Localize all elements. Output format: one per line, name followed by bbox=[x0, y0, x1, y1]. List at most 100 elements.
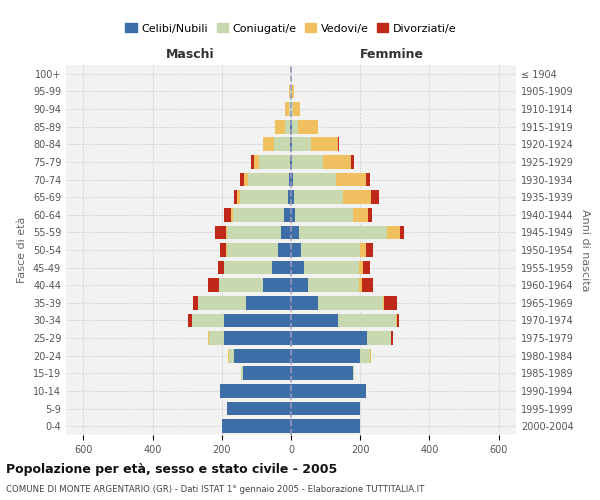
Bar bbox=[359, 243, 366, 257]
Bar bbox=[367, 172, 370, 186]
Bar bbox=[263, 138, 274, 151]
Bar bbox=[362, 278, 373, 292]
Bar bbox=[359, 278, 362, 292]
Bar bbox=[367, 331, 391, 345]
Bar bbox=[291, 208, 295, 222]
Bar bbox=[336, 172, 367, 186]
Bar bbox=[360, 349, 370, 362]
Bar bbox=[290, 120, 291, 134]
Bar bbox=[248, 172, 289, 186]
Bar bbox=[254, 155, 259, 169]
Bar bbox=[222, 420, 291, 433]
Bar bbox=[224, 260, 272, 274]
Bar bbox=[208, 331, 209, 345]
Bar bbox=[240, 190, 287, 204]
Bar bbox=[338, 138, 340, 151]
Bar bbox=[246, 296, 291, 310]
Bar bbox=[259, 155, 290, 169]
Bar bbox=[208, 278, 218, 292]
Bar bbox=[218, 260, 224, 274]
Bar bbox=[291, 384, 367, 398]
Bar bbox=[275, 120, 285, 134]
Bar bbox=[219, 278, 263, 292]
Bar bbox=[244, 172, 248, 186]
Bar bbox=[291, 172, 293, 186]
Text: Popolazione per età, sesso e stato civile - 2005: Popolazione per età, sesso e stato civil… bbox=[6, 462, 337, 475]
Bar bbox=[351, 155, 353, 169]
Bar bbox=[384, 296, 397, 310]
Bar bbox=[366, 243, 373, 257]
Bar bbox=[353, 366, 355, 380]
Bar bbox=[233, 190, 237, 204]
Bar bbox=[291, 420, 360, 433]
Bar bbox=[272, 260, 291, 274]
Bar bbox=[291, 260, 304, 274]
Bar bbox=[223, 314, 291, 328]
Bar bbox=[289, 172, 291, 186]
Bar bbox=[383, 296, 384, 310]
Bar bbox=[228, 349, 229, 362]
Bar bbox=[227, 243, 278, 257]
Bar bbox=[291, 296, 318, 310]
Bar bbox=[293, 172, 336, 186]
Bar bbox=[295, 208, 353, 222]
Bar bbox=[191, 314, 193, 328]
Bar bbox=[227, 402, 291, 415]
Bar bbox=[291, 402, 359, 415]
Bar bbox=[233, 208, 284, 222]
Bar bbox=[291, 155, 292, 169]
Bar bbox=[285, 102, 289, 116]
Bar bbox=[291, 349, 360, 362]
Bar bbox=[263, 278, 291, 292]
Bar bbox=[285, 120, 290, 134]
Bar bbox=[318, 296, 383, 310]
Bar bbox=[237, 190, 240, 204]
Bar bbox=[391, 331, 393, 345]
Bar bbox=[291, 190, 294, 204]
Bar bbox=[298, 120, 318, 134]
Bar bbox=[293, 102, 301, 116]
Bar bbox=[304, 260, 359, 274]
Bar bbox=[291, 120, 292, 134]
Bar bbox=[290, 84, 291, 98]
Bar bbox=[292, 120, 298, 134]
Bar bbox=[323, 155, 351, 169]
Bar bbox=[198, 296, 246, 310]
Bar bbox=[281, 226, 291, 239]
Bar bbox=[291, 366, 353, 380]
Bar bbox=[368, 208, 372, 222]
Bar bbox=[287, 190, 291, 204]
Bar bbox=[274, 138, 290, 151]
Bar bbox=[291, 331, 367, 345]
Bar bbox=[338, 314, 396, 328]
Bar bbox=[363, 260, 370, 274]
Bar bbox=[289, 84, 290, 98]
Bar bbox=[229, 349, 234, 362]
Bar bbox=[251, 155, 254, 169]
Text: Maschi: Maschi bbox=[166, 48, 214, 60]
Bar bbox=[241, 366, 242, 380]
Bar bbox=[289, 102, 291, 116]
Bar bbox=[223, 331, 291, 345]
Bar bbox=[291, 138, 292, 151]
Bar bbox=[223, 208, 231, 222]
Bar bbox=[215, 226, 226, 239]
Bar bbox=[292, 84, 295, 98]
Bar bbox=[234, 349, 291, 362]
Bar bbox=[193, 296, 198, 310]
Bar bbox=[220, 384, 291, 398]
Bar bbox=[284, 208, 291, 222]
Bar bbox=[240, 172, 244, 186]
Bar bbox=[187, 314, 191, 328]
Text: COMUNE DI MONTE ARGENTARIO (GR) - Dati ISTAT 1° gennaio 2005 - Elaborazione TUTT: COMUNE DI MONTE ARGENTARIO (GR) - Dati I… bbox=[6, 485, 424, 494]
Bar bbox=[359, 260, 363, 274]
Bar bbox=[400, 226, 404, 239]
Bar bbox=[301, 243, 359, 257]
Bar bbox=[291, 84, 292, 98]
Bar bbox=[290, 138, 291, 151]
Bar bbox=[227, 226, 281, 239]
Bar bbox=[299, 226, 387, 239]
Bar bbox=[371, 190, 379, 204]
Bar bbox=[387, 226, 400, 239]
Bar bbox=[291, 314, 338, 328]
